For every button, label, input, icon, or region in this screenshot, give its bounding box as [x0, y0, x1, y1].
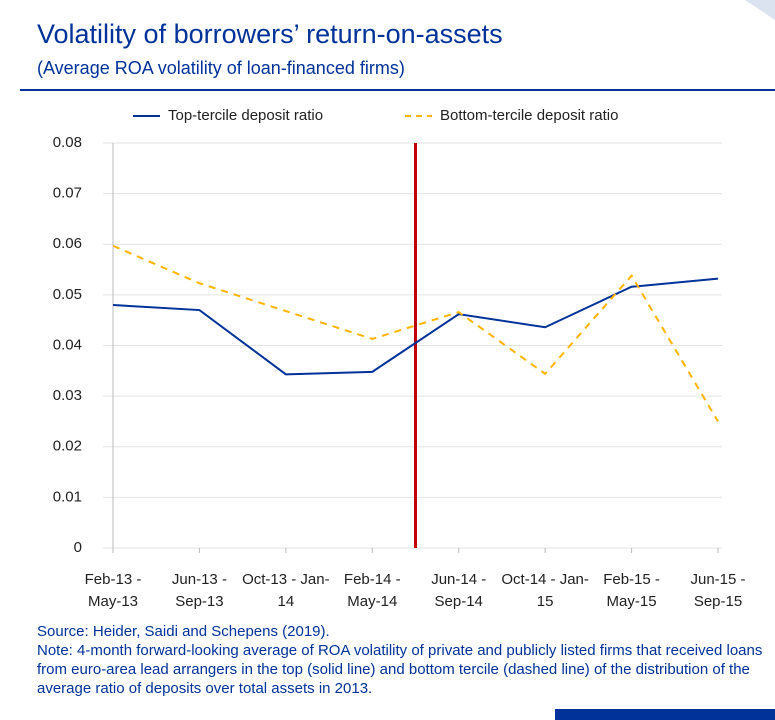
x-tick-label: Oct-13 - Jan-14	[242, 571, 330, 610]
y-tick-label: 0.06	[53, 235, 82, 252]
x-tick-label: Feb-15 - May-15	[603, 571, 660, 610]
footer: Source: Heider, Saidi and Schepens (2019…	[37, 622, 767, 698]
x-tick-label: Feb-13 - May-13	[84, 571, 142, 610]
series-line	[112, 277, 719, 376]
chart-title: Volatility of borrowers’ return-on-asset…	[37, 19, 503, 49]
y-tick-label: 0.04	[53, 336, 82, 353]
y-tick-label: 0.01	[53, 488, 82, 505]
chart-subtitle: (Average ROA volatility of loan-financed…	[37, 58, 405, 78]
legend-label: Bottom-tercile deposit ratio	[440, 107, 618, 124]
y-tick-label: 0.02	[53, 438, 82, 455]
footer-band	[555, 709, 775, 720]
y-tick-label: 0	[74, 539, 82, 556]
x-tick-label: Oct-14 - Jan-15	[501, 571, 589, 610]
x-tick-label: Feb-14 - May-14	[343, 571, 401, 610]
y-tick-label: 0.05	[53, 286, 82, 303]
y-tick-label: 0.08	[53, 134, 82, 151]
series-line	[112, 244, 719, 422]
x-tick-label: Jun-15 - Sep-15	[690, 571, 746, 610]
corner-deco	[745, 0, 775, 20]
note: Note: 4-month forward-looking average of…	[37, 642, 763, 697]
x-tick-label: Jun-13 - Sep-13	[171, 571, 227, 610]
legend-label: Top-tercile deposit ratio	[168, 107, 323, 124]
y-tick-label: 0.03	[53, 387, 82, 404]
x-tick-label: Jun-14 - Sep-14	[431, 571, 487, 610]
y-tick-label: 0.07	[53, 185, 82, 202]
source: Source: Heider, Saidi and Schepens (2019…	[37, 623, 330, 640]
